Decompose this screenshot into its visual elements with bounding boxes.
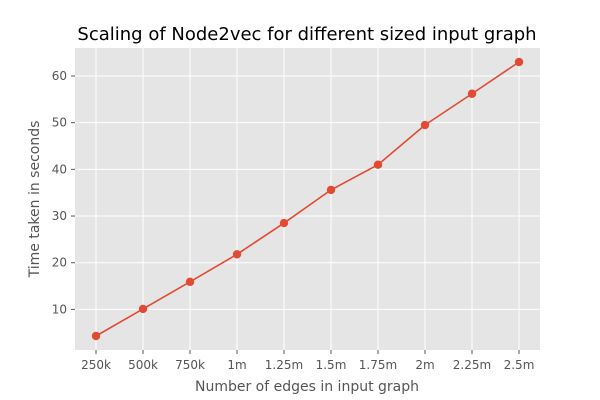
x-tick-label: 750k xyxy=(175,358,205,372)
y-tick-label: 40 xyxy=(52,162,67,176)
y-axis-label: Time taken in seconds xyxy=(27,121,43,279)
data-point xyxy=(232,250,242,259)
y-tick-label: 30 xyxy=(52,209,67,223)
x-tick-label: 500k xyxy=(128,358,158,372)
x-tick-label: 1m xyxy=(227,358,246,372)
x-tick-label: 2.5m xyxy=(504,358,535,372)
chart-title: Scaling of Node2vec for different sized … xyxy=(77,24,536,45)
data-point xyxy=(373,160,383,169)
grid xyxy=(75,48,540,350)
data-point xyxy=(326,185,336,195)
x-tick-label: 2m xyxy=(415,358,434,372)
x-axis-label: Number of edges in input graph xyxy=(195,379,419,395)
x-axis: 250k 500k 750k 1m 1.25m 1.5m 1.75m 2m 2.25m 2.5m xyxy=(81,350,534,372)
data-point xyxy=(279,218,289,228)
x-tick-label: 1.25m xyxy=(265,358,303,372)
data-point xyxy=(467,89,477,98)
data-point xyxy=(185,277,195,287)
data-point xyxy=(420,120,430,130)
y-tick-label: 60 xyxy=(52,69,67,83)
y-axis: 10 20 30 40 50 60 xyxy=(52,69,75,316)
x-tick-label: 250k xyxy=(81,358,111,372)
plot-background xyxy=(75,48,540,350)
y-tick-label: 10 xyxy=(52,302,67,316)
x-tick-label: 1.5m xyxy=(316,358,347,372)
y-tick-label: 20 xyxy=(52,256,67,270)
data-point xyxy=(138,304,148,314)
x-tick-label: 2.25m xyxy=(453,358,491,372)
x-tick-label: 1.75m xyxy=(359,358,397,372)
series-group xyxy=(91,57,524,341)
data-point xyxy=(514,57,524,67)
series-line xyxy=(95,61,520,337)
data-point xyxy=(91,331,101,341)
y-tick-label: 50 xyxy=(52,116,67,130)
